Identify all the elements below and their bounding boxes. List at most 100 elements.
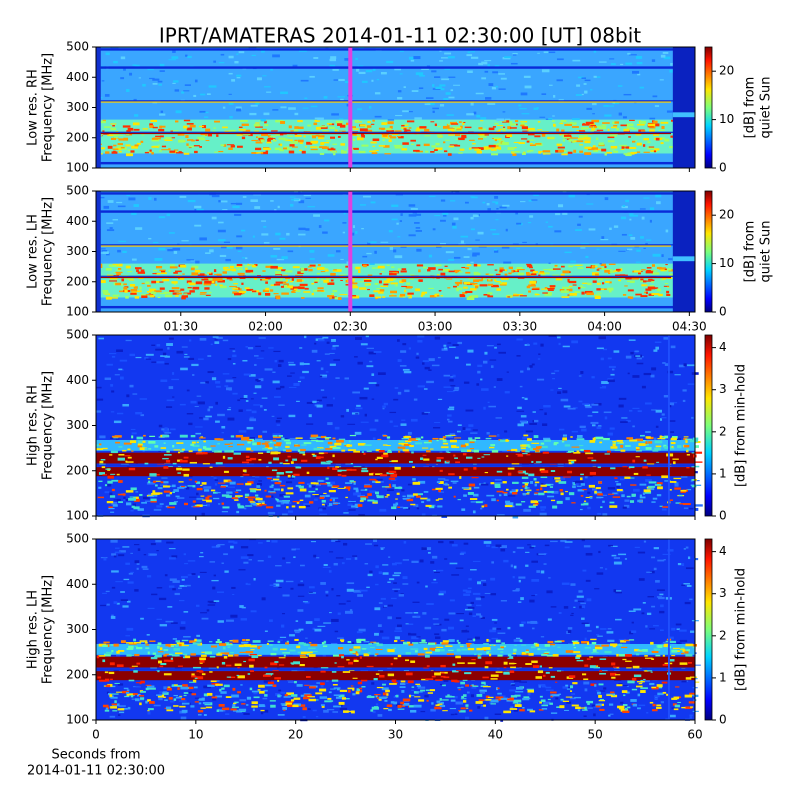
spectrogram-speckle [443, 98, 449, 100]
spectrogram-band [672, 47, 695, 168]
spectrogram-speckle [155, 272, 161, 275]
spectrogram-speckle [407, 438, 416, 441]
spectrogram-speckle [172, 491, 175, 493]
spectrogram-speckle [105, 268, 112, 271]
spectrogram-speckle [221, 425, 226, 429]
spectrogram-speckle [116, 349, 123, 352]
spectrogram-speckle [635, 438, 644, 442]
spectrogram-speckle [583, 502, 589, 506]
spectrogram-speckle [513, 141, 521, 143]
spectrogram-speckle [447, 342, 452, 344]
spectrogram-speckle [684, 601, 691, 605]
spectrogram-speckle [477, 457, 481, 459]
spectrogram-speckle [271, 130, 278, 132]
spectrogram-speckle [674, 374, 681, 376]
spectrogram-speckle [338, 438, 346, 441]
spectrogram-speckle [316, 682, 323, 684]
spectrogram-speckle [345, 610, 353, 614]
spectrogram-speckle [568, 265, 574, 268]
spectrogram-speckle [408, 347, 411, 350]
spectrogram-speckle [528, 284, 536, 287]
spectrogram-speckle [370, 428, 376, 431]
spectrogram-speckle [537, 500, 542, 502]
spectrogram-speckle [260, 139, 265, 143]
spectrogram-speckle [163, 442, 166, 444]
spectrogram-speckle [393, 425, 399, 427]
spectrogram-speckle [240, 546, 249, 549]
spectrogram-speckle [165, 620, 174, 623]
spectrogram-speckle [177, 277, 185, 280]
spectrogram-speckle [571, 461, 575, 464]
spectrogram-speckle [140, 269, 145, 273]
spectrogram-speckle [441, 628, 447, 632]
spectrogram-speckle [316, 436, 321, 438]
spectrogram-speckle [470, 56, 479, 59]
spectrogram-speckle [234, 654, 239, 657]
spectrogram-speckle [562, 138, 566, 142]
spectrogram-speckle [470, 196, 475, 198]
spectrogram-speckle [463, 256, 470, 258]
spectrogram-speckle [501, 142, 509, 146]
spectrogram-speckle [258, 378, 262, 380]
spectrogram-speckle [620, 449, 626, 452]
spectrogram-speckle [618, 280, 622, 282]
spectrogram-speckle [265, 684, 273, 687]
spectrogram-speckle [616, 127, 620, 131]
spectrogram-speckle [508, 272, 512, 275]
spectrogram-speckle [269, 289, 274, 292]
spectrogram-speckle [377, 714, 383, 717]
spectrogram-speckle [111, 570, 119, 573]
spectrogram-speckle [299, 451, 305, 454]
spectrogram-speckle [493, 137, 500, 140]
spectrogram-speckle [252, 235, 255, 238]
spectrogram-speckle [530, 500, 538, 503]
spectrogram-speckle [122, 449, 127, 452]
spectrogram-speckle [447, 626, 454, 630]
spectrogram-speckle [275, 387, 281, 390]
spectrogram-speckle [515, 123, 518, 126]
spectrogram-speckle [528, 505, 536, 508]
spectrogram-speckle [476, 383, 480, 386]
spectrogram-speckle [309, 437, 317, 439]
spectrogram-speckle [293, 556, 296, 559]
spectrogram-speckle [577, 489, 585, 492]
spectrogram-speckle [537, 358, 541, 360]
spectrogram-speckle [664, 268, 672, 271]
spectrogram-speckle [369, 105, 372, 109]
spectrogram-speckle [478, 127, 483, 130]
spectrogram-speckle [358, 628, 366, 632]
spectrogram-speckle [134, 144, 139, 147]
spectrogram-speckle [123, 67, 126, 71]
spectrogram-speckle [168, 386, 174, 390]
spectrogram-speckle [474, 636, 480, 640]
spectrogram-speckle [581, 539, 585, 542]
spectrogram-speckle [264, 489, 267, 492]
spectrogram-speckle [254, 264, 258, 267]
spectrogram-speckle [236, 510, 240, 514]
spectrogram-speckle [245, 345, 248, 348]
spectrogram-speckle [491, 546, 498, 549]
spectrogram-speckle [428, 440, 432, 443]
spectrogram-speckle [331, 539, 338, 542]
spectrogram-speckle [663, 395, 669, 398]
spectrogram-speckle [391, 204, 399, 207]
spectrogram-speckle [312, 627, 315, 631]
spectrogram-speckle [446, 391, 455, 393]
spectrogram-speckle [307, 266, 312, 268]
spectrogram-speckle [627, 280, 635, 283]
spectrogram-speckle [559, 122, 564, 125]
spectrogram-speckle [451, 544, 458, 547]
spectrogram-speckle [196, 136, 204, 138]
spectrogram-speckle [325, 482, 331, 485]
spectrogram-speckle [548, 577, 551, 579]
spectrogram-speckle [532, 270, 538, 274]
spectrogram-speckle [145, 500, 153, 502]
spectrogram-speckle [364, 562, 369, 565]
spectrogram-speckle [501, 246, 510, 249]
spectrogram-speckle [214, 438, 221, 441]
spectrogram-speckle [193, 145, 200, 147]
spectrogram-speckle [349, 609, 353, 612]
spectrogram-speckle [573, 606, 576, 608]
spectrogram-speckle [249, 539, 257, 541]
spectrogram-speckle [596, 269, 600, 271]
